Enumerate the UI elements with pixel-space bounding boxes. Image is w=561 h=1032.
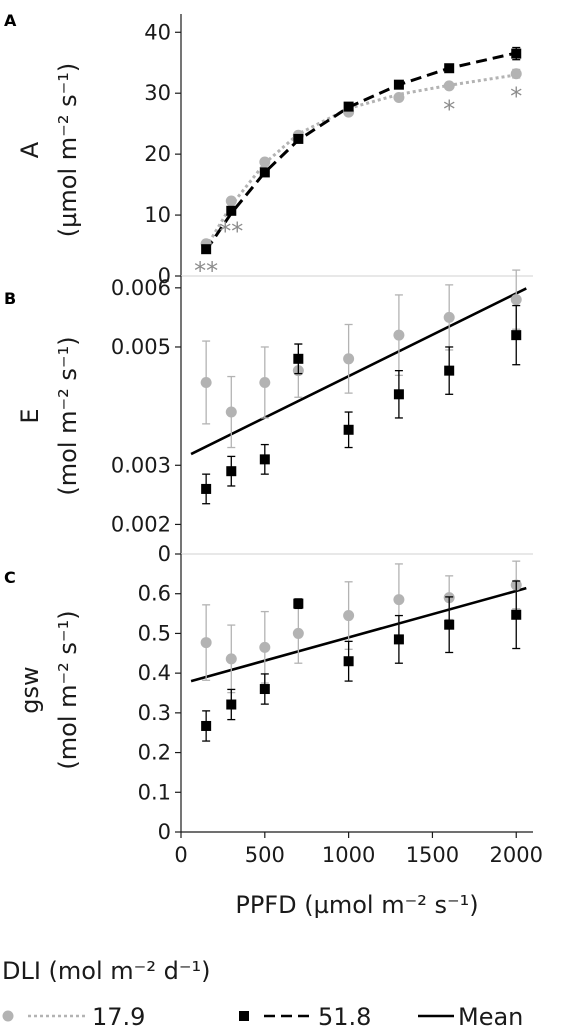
panel-b-ytick-label: 0.003 bbox=[111, 453, 171, 477]
panel-a-ytick-label: 20 bbox=[144, 142, 171, 166]
panel-b-point-low bbox=[443, 311, 455, 323]
panel-c-point-low bbox=[393, 594, 405, 606]
panel-c-ylabel: gsw bbox=[16, 666, 44, 713]
panel-b-letter: B bbox=[4, 289, 16, 308]
panel-a-point-low bbox=[510, 68, 522, 80]
panel-a-significance: ** bbox=[219, 218, 243, 246]
panel-a-significance: * bbox=[443, 96, 455, 124]
xtick-label: 2000 bbox=[490, 843, 543, 867]
panel-a-point-low bbox=[393, 91, 405, 103]
panel-b: B 0.002 0.003 0.005 0.006 E (mol m⁻² s⁻¹) bbox=[4, 269, 533, 555]
panel-b-ylabel-units: (mol m⁻² s⁻¹) bbox=[54, 336, 82, 495]
panel-c-point-high bbox=[444, 619, 455, 630]
panel-b-mean-line bbox=[190, 287, 527, 456]
panel-c-point-low bbox=[292, 627, 304, 639]
panel-a-ylabel: A bbox=[16, 141, 44, 158]
panel-b-point-low bbox=[510, 294, 522, 306]
panel-c-ytick-label: 0.6 bbox=[138, 582, 171, 606]
legend-marker-circle bbox=[2, 1010, 14, 1022]
legend-title: DLI (mol m⁻² d⁻¹) bbox=[2, 957, 210, 985]
panel-c-ytick-label: 0.1 bbox=[138, 780, 171, 804]
panel-b-point-high bbox=[511, 330, 522, 341]
panel-c: C 0 0.1 0.2 0.3 0.4 0.5 0.6 0 gsw (mol m⁻² s⁻¹) bbox=[4, 542, 527, 844]
panel-a-ytick-label: 30 bbox=[144, 81, 171, 105]
panel-c-ytick-label: 0.5 bbox=[138, 621, 171, 645]
panel-c-point-low bbox=[259, 641, 271, 653]
panel-a-point-high bbox=[511, 48, 522, 59]
panel-c-point-low bbox=[343, 610, 355, 622]
panel-b-ytick-label: 0.006 bbox=[111, 276, 171, 300]
panel-a-point-high bbox=[293, 133, 304, 144]
panel-b-point-low bbox=[225, 406, 237, 418]
panel-a-ytick-label: 0 bbox=[158, 264, 171, 288]
panel-a-ytick-label: 10 bbox=[144, 203, 171, 227]
panel-a-point-low bbox=[443, 80, 455, 92]
panel-c-point-high bbox=[259, 684, 270, 695]
panel-a-point-low bbox=[225, 195, 237, 207]
panel-a-point-high bbox=[201, 244, 212, 255]
panel-a-point-high bbox=[393, 79, 404, 90]
panel-a-point-high bbox=[444, 63, 455, 74]
panel-a-fit-high bbox=[204, 51, 517, 252]
panel-b-ylabel: E bbox=[16, 408, 44, 423]
panel-c-letter: C bbox=[4, 568, 16, 587]
legend: DLI (mol m⁻² d⁻¹) 17.9 51.8 Mean bbox=[2, 957, 523, 1031]
panel-a-ytick-label: 40 bbox=[144, 20, 171, 44]
panel-a-letter: A bbox=[4, 11, 17, 30]
panel-c-point-high bbox=[226, 699, 237, 710]
panel-c-point-high bbox=[393, 634, 404, 645]
panel-c-mean-line bbox=[190, 586, 527, 683]
panel-b-ytick-label: 0.005 bbox=[111, 335, 171, 359]
panel-c-ylabel-units: (mol m⁻² s⁻¹) bbox=[54, 610, 82, 769]
legend-item-17-9: 17.9 bbox=[2, 1003, 145, 1031]
panel-c-ytick-label: 0 bbox=[158, 820, 171, 844]
legend-item-51-8: 51.8 bbox=[239, 1003, 371, 1031]
xtick-label: 500 bbox=[245, 843, 285, 867]
panel-c-ytick-label: 0 bbox=[158, 542, 171, 566]
panel-b-point-high bbox=[259, 454, 270, 465]
x-axis-title: PPFD (µmol m⁻² s⁻¹) bbox=[235, 891, 478, 919]
panel-a-point-high bbox=[343, 101, 354, 112]
panel-b-point-low bbox=[393, 329, 405, 341]
x-axis: 0 500 1000 1500 2000 PPFD (µmol m⁻² s⁻¹) bbox=[174, 831, 543, 919]
legend-label: 17.9 bbox=[92, 1003, 145, 1031]
panel-a-significance: * bbox=[510, 82, 522, 110]
panel-a-ylabel-units: (µmol m⁻² s⁻¹) bbox=[54, 63, 82, 237]
panel-b-point-high bbox=[393, 389, 404, 400]
panel-a-point-high bbox=[226, 205, 237, 216]
legend-label: Mean bbox=[458, 1003, 523, 1031]
panel-b-point-high bbox=[293, 353, 304, 364]
panel-b-point-low bbox=[259, 376, 271, 388]
panel-c-ytick-label: 0.2 bbox=[138, 741, 171, 765]
panel-c-point-low bbox=[225, 653, 237, 665]
panel-b-point-high bbox=[201, 483, 212, 494]
panel-c-point-high bbox=[201, 720, 212, 731]
panel-a-point-low bbox=[259, 156, 271, 168]
panel-c-point-high bbox=[293, 598, 304, 609]
panel-a-significance: ** bbox=[194, 257, 218, 285]
legend-label: 51.8 bbox=[318, 1003, 371, 1031]
xtick-label: 1000 bbox=[322, 843, 375, 867]
panel-c-point-high bbox=[343, 656, 354, 667]
legend-marker-square bbox=[239, 1011, 249, 1021]
xtick-label: 1500 bbox=[406, 843, 459, 867]
legend-item-mean: Mean bbox=[418, 1003, 523, 1031]
panel-b-ytick-label: 0.002 bbox=[111, 512, 171, 536]
panel-c-ytick-label: 0.3 bbox=[138, 701, 171, 725]
panel-b-point-high bbox=[226, 466, 237, 477]
panel-c-point-high bbox=[511, 609, 522, 620]
xtick-label: 0 bbox=[174, 843, 187, 867]
panel-b-point-low bbox=[200, 376, 212, 388]
panel-b-point-low bbox=[343, 353, 355, 365]
panel-c-ytick-label: 0.4 bbox=[138, 661, 171, 685]
panel-c-point-low bbox=[200, 637, 212, 649]
panel-a-fit-low bbox=[204, 73, 517, 249]
panel-a-point-high bbox=[259, 167, 270, 178]
panel-b-point-high bbox=[444, 365, 455, 376]
panel-b-point-high bbox=[343, 424, 354, 435]
